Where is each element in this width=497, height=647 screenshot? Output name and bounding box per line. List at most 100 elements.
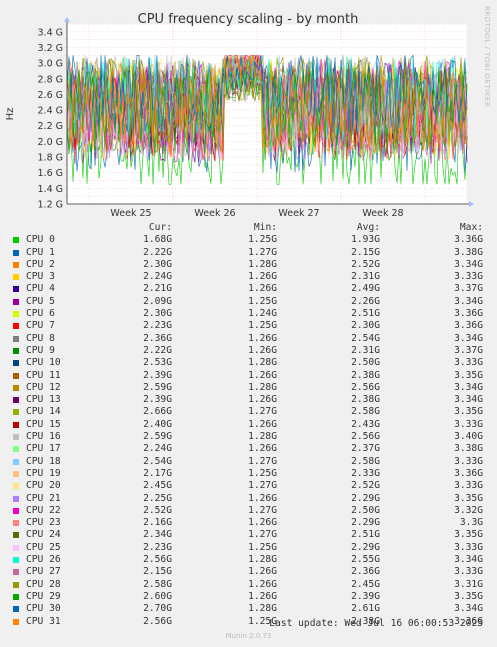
header-max: Max: xyxy=(459,222,483,233)
x-tick-label: Week 25 xyxy=(110,208,151,219)
legend-item: CPU 28 2.58G 1.26G 2.45G 3.31G xyxy=(0,579,497,591)
legend-min-value: 1.26G xyxy=(248,332,277,344)
legend-cur-value: 2.24G xyxy=(143,443,172,455)
legend-min-value: 1.25G xyxy=(248,467,277,479)
legend-swatch xyxy=(13,384,19,391)
legend-cur-value: 2.09G xyxy=(143,295,172,307)
legend-cur-value: 2.17G xyxy=(143,467,172,479)
legend-cur-value: 2.36G xyxy=(143,332,172,344)
legend-min-value: 1.26G xyxy=(248,344,277,356)
legend-max-value: 3.33G xyxy=(454,541,483,553)
y-tick-label: 2.0 G xyxy=(38,137,64,148)
legend-cur-value: 2.60G xyxy=(143,590,172,602)
legend-swatch xyxy=(13,261,19,268)
legend-max-value: 3.33G xyxy=(454,566,483,578)
legend-item: CPU 26 2.56G 1.28G 2.55G 3.34G xyxy=(0,554,497,566)
legend-item: CPU 20 2.45G 1.27G 2.52G 3.33G xyxy=(0,480,497,492)
legend-series-name: CPU 11 xyxy=(26,369,61,381)
legend-item: CPU 8 2.36G 1.26G 2.54G 3.34G xyxy=(0,333,497,345)
legend-max-value: 3.33G xyxy=(454,480,483,492)
legend-avg-value: 2.31G xyxy=(351,344,380,356)
legend-avg-value: 2.49G xyxy=(351,283,380,295)
legend-max-value: 3.35G xyxy=(454,406,483,418)
legend-cur-value: 2.59G xyxy=(143,381,172,393)
legend-max-value: 3.34G xyxy=(454,394,483,406)
legend-max-value: 3.34G xyxy=(454,258,483,270)
legend-series-name: CPU 18 xyxy=(26,455,61,467)
legend-max-value: 3.34G xyxy=(454,381,483,393)
legend-cur-value: 2.66G xyxy=(143,406,172,418)
legend-swatch xyxy=(13,618,19,625)
legend-min-value: 1.26G xyxy=(248,517,277,529)
legend-avg-value: 2.56G xyxy=(351,431,380,443)
legend-max-value: 3.34G xyxy=(454,295,483,307)
legend-avg-value: 2.30G xyxy=(351,320,380,332)
legend-series-name: CPU 23 xyxy=(26,517,61,529)
legend-swatch xyxy=(13,311,19,318)
legend-series-name: CPU 5 xyxy=(26,295,55,307)
legend-item: CPU 9 2.22G 1.26G 2.31G 3.37G xyxy=(0,345,497,357)
legend-swatch xyxy=(13,446,19,453)
y-tick-labels: 1.2 G 1.4 G 1.6 G 1.8 G 2.0 G 2.2 G 2.4 G 2.6 G… xyxy=(38,27,64,210)
legend-avg-value: 2.37G xyxy=(351,443,380,455)
legend-series-name: CPU 16 xyxy=(26,431,61,443)
legend-cur-value: 2.34G xyxy=(143,529,172,541)
legend-cur-value: 2.25G xyxy=(143,492,172,504)
legend-series-name: CPU 1 xyxy=(26,246,55,258)
legend-min-value: 1.26G xyxy=(248,443,277,455)
legend-swatch xyxy=(13,286,19,293)
legend-min-value: 1.25G xyxy=(248,615,277,627)
legend-swatch xyxy=(13,507,19,514)
legend-avg-value: 2.58G xyxy=(351,455,380,467)
legend-min-value: 1.28G xyxy=(248,258,277,270)
legend-min-value: 1.27G xyxy=(248,246,277,258)
legend-item: CPU 2 2.30G 1.28G 2.52G 3.34G xyxy=(0,259,497,271)
legend-avg-value: 2.45G xyxy=(351,578,380,590)
y-tick-label: 1.8 G xyxy=(38,153,64,164)
legend-item: CPU 24 2.34G 1.27G 2.51G 3.35G xyxy=(0,529,497,541)
legend-cur-value: 2.24G xyxy=(143,271,172,283)
legend-avg-value: 2.51G xyxy=(351,529,380,541)
legend-swatch xyxy=(13,458,19,465)
legend-cur-value: 2.59G xyxy=(143,431,172,443)
legend-avg-value: 2.33G xyxy=(351,467,380,479)
legend-avg-value: 2.50G xyxy=(351,504,380,516)
legend-min-value: 1.26G xyxy=(248,369,277,381)
legend-avg-value: 1.93G xyxy=(351,234,380,246)
header-min: Min: xyxy=(253,222,277,233)
legend-rows: CPU 0 1.68G 1.25G 1.93G 3.36G CPU 1 2.22G 1.27G… xyxy=(0,234,497,628)
legend-swatch xyxy=(13,298,19,305)
series-line xyxy=(66,54,468,136)
series-lines xyxy=(66,54,468,185)
legend-avg-value: 2.54G xyxy=(351,332,380,344)
legend-item: CPU 6 2.30G 1.24G 2.51G 3.36G xyxy=(0,308,497,320)
legend-min-value: 1.26G xyxy=(248,394,277,406)
axis-arrow xyxy=(64,17,70,22)
legend-swatch xyxy=(13,606,19,613)
legend-item: CPU 31 2.56G 1.25G 2.38G 3.36G xyxy=(0,616,497,628)
legend-swatch xyxy=(13,520,19,527)
legend-avg-value: 2.43G xyxy=(351,418,380,430)
legend-series-name: CPU 8 xyxy=(26,332,55,344)
legend-series-name: CPU 14 xyxy=(26,406,61,418)
legend-cur-value: 2.54G xyxy=(143,455,172,467)
legend-series-name: CPU 4 xyxy=(26,283,55,295)
legend-swatch xyxy=(13,347,19,354)
legend-series-name: CPU 12 xyxy=(26,381,61,393)
x-tick-labels: Week 25 Week 26 Week 27 Week 28 xyxy=(110,208,403,219)
legend-max-value: 3.35G xyxy=(454,529,483,541)
legend-swatch xyxy=(13,237,19,244)
legend-avg-value: 2.55G xyxy=(351,554,380,566)
x-tick-label: Week 26 xyxy=(194,208,235,219)
legend-max-value: 3.38G xyxy=(454,443,483,455)
legend-cur-value: 2.30G xyxy=(143,258,172,270)
axes xyxy=(64,17,474,207)
legend-max-value: 3.36G xyxy=(454,308,483,320)
legend-item: CPU 4 2.21G 1.26G 2.49G 3.37G xyxy=(0,283,497,295)
y-tick-label: 3.2 G xyxy=(38,43,64,54)
legend-item: CPU 18 2.54G 1.27G 2.58G 3.33G xyxy=(0,456,497,468)
legend-max-value: 3.33G xyxy=(454,271,483,283)
legend-cur-value: 2.21G xyxy=(143,283,172,295)
legend-max-value: 3.37G xyxy=(454,344,483,356)
legend-max-value: 3.37G xyxy=(454,283,483,295)
